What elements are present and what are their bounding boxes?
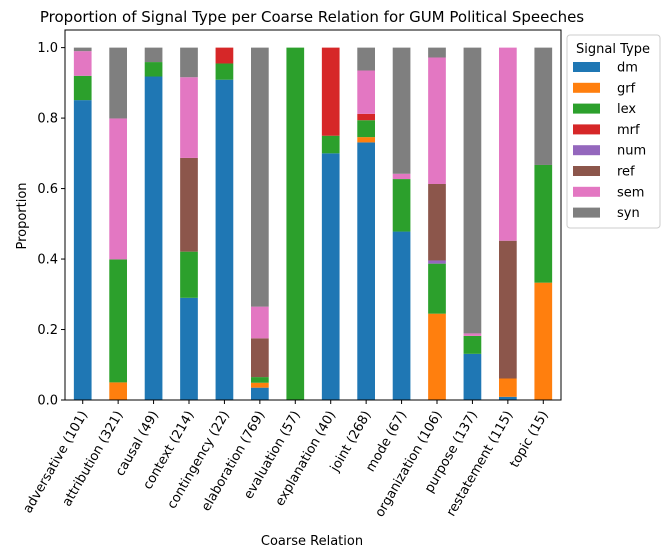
bar-segment-sem: [180, 77, 198, 158]
y-tick-label: 0.6: [37, 182, 58, 197]
bar-segment-lex: [144, 62, 163, 77]
x-axis-label: Coarse Relation: [261, 534, 363, 549]
bar-segment-lex: [428, 263, 446, 314]
bar-segment-syn: [180, 47, 198, 78]
bar-segment-ref: [499, 240, 517, 379]
bar-segment-lex: [534, 164, 553, 283]
x-tick-label: restatement (115): [444, 409, 517, 520]
bars-layer: [73, 47, 553, 401]
bar-segment-sem: [73, 51, 92, 76]
bar-segment-sem: [251, 306, 269, 339]
legend-swatch-dm: [573, 62, 600, 72]
bar-segment-sem: [428, 57, 446, 184]
legend: Signal Type dm grf lex mrf num ref sem syn: [566, 34, 661, 229]
bar-segment-ref: [251, 338, 269, 378]
legend-label: dm: [617, 61, 638, 76]
bar-segment-sem: [392, 173, 411, 180]
bar-segment-ref: [428, 183, 446, 261]
bar-segment-lex: [109, 259, 127, 383]
bar-segment-lex: [73, 75, 92, 101]
y-tick-label: 0.0: [37, 394, 58, 409]
y-tick-label: 0.8: [37, 112, 58, 127]
y-axis-label: Proportion: [15, 182, 30, 249]
y-tick-label: 0.4: [37, 253, 58, 268]
bar-segment-dm: [251, 387, 269, 400]
bar-segment-syn: [463, 47, 482, 334]
legend-label: mrf: [617, 123, 640, 138]
legend-swatch-grf: [573, 82, 600, 93]
legend-items: dm grf lex mrf num ref sem syn: [573, 61, 646, 221]
legend-swatch-num: [573, 145, 600, 156]
legend-swatch-lex: [573, 103, 600, 114]
bar-segment-grf: [534, 282, 553, 400]
legend-swatch-sem: [573, 186, 600, 197]
y-tick-label: 1.0: [37, 41, 58, 56]
bar-segment-syn: [251, 47, 269, 307]
bar-segment-lex: [357, 120, 375, 138]
legend-swatch-mrf: [573, 124, 600, 135]
legend-label: grf: [617, 81, 636, 96]
bar-segment-dm: [392, 231, 411, 400]
bar-segment-lex: [251, 377, 269, 383]
bar-segment-syn: [109, 47, 127, 119]
y-axis: 0.0 0.2 0.4 0.6 0.8 1.0: [37, 41, 65, 409]
x-tick-label: elaboration (769): [199, 409, 269, 514]
bar-segment-dm: [499, 396, 517, 400]
bar-segment-grf: [428, 313, 446, 400]
bar-segment-lex: [392, 179, 411, 232]
bar-segment-dm: [73, 100, 92, 401]
bar-segment-syn: [144, 47, 163, 63]
bar-segment-mrf: [215, 47, 234, 64]
bar-segment-dm: [463, 353, 482, 400]
bar-segment-grf: [251, 382, 269, 388]
bar-segment-sem: [463, 333, 482, 336]
bar-segment-mrf: [321, 47, 340, 136]
bar-segment-lex: [463, 335, 482, 354]
legend-label: ref: [617, 165, 635, 180]
legend-label: syn: [617, 206, 640, 221]
bar-segment-dm: [321, 153, 340, 400]
bar-segment-mrf: [357, 113, 375, 121]
bar-segment-sem: [109, 118, 127, 260]
bar-segment-grf: [357, 137, 375, 143]
bar-segment-dm: [144, 76, 163, 400]
bar-segment-syn: [428, 47, 446, 58]
x-axis: adversative (101)attribution (321)causal…: [20, 400, 552, 520]
bar-segment-sem: [499, 47, 517, 241]
bar-segment-syn: [73, 47, 92, 52]
plot-frame: [64, 29, 562, 401]
bar-segment-dm: [215, 79, 234, 400]
x-tick-label: organization (106): [373, 409, 446, 520]
legend-title: Signal Type: [576, 42, 650, 57]
legend-swatch-ref: [573, 166, 600, 176]
bar-segment-syn: [357, 47, 375, 71]
legend-swatch-syn: [573, 207, 600, 218]
bar-segment-num: [428, 260, 446, 264]
bar-segment-grf: [109, 382, 127, 400]
bar-segment-lex: [286, 47, 305, 401]
bar-segment-lex: [321, 135, 340, 154]
bar-segment-grf: [499, 378, 517, 397]
legend-label: lex: [617, 102, 636, 117]
bar-segment-sem: [357, 70, 375, 114]
legend-label: sem: [617, 185, 644, 200]
legend-label: num: [617, 144, 646, 159]
bar-segment-lex: [180, 251, 198, 298]
bar-segment-lex: [215, 63, 234, 80]
bar-segment-dm: [357, 142, 375, 400]
y-tick-label: 0.2: [37, 323, 58, 338]
bar-segment-ref: [180, 157, 198, 252]
x-tick-label: adversative (101): [20, 409, 91, 517]
chart-title: Proportion of Signal Type per Coarse Rel…: [40, 8, 584, 26]
bar-segment-syn: [534, 47, 553, 165]
bar-segment-syn: [392, 47, 411, 174]
bar-segment-dm: [180, 297, 198, 400]
